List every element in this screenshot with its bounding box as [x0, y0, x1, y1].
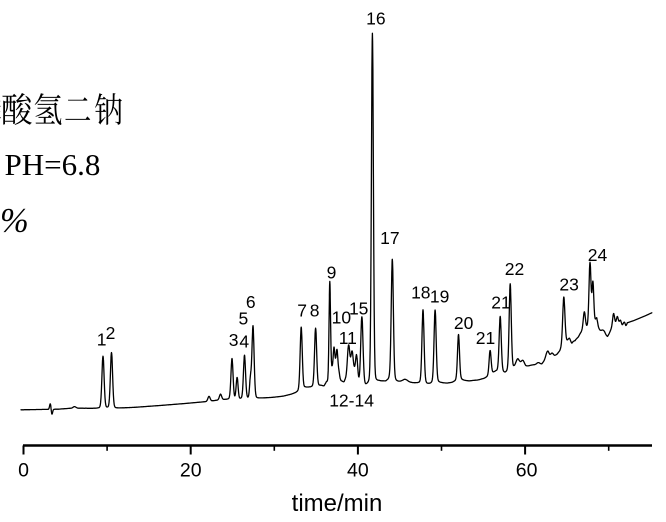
svg-text:%: %	[0, 202, 29, 240]
svg-text:60: 60	[516, 460, 538, 482]
svg-text:18: 18	[411, 282, 430, 302]
svg-text:15: 15	[349, 299, 368, 319]
svg-text:2: 2	[106, 323, 116, 343]
svg-text:12-14: 12-14	[329, 391, 374, 411]
svg-text:19: 19	[430, 287, 449, 307]
svg-text:40: 40	[347, 460, 369, 482]
svg-text:21: 21	[491, 293, 510, 313]
svg-text:20: 20	[180, 460, 202, 482]
svg-text:17: 17	[380, 228, 399, 248]
svg-text:10: 10	[332, 308, 352, 328]
svg-text:22: 22	[505, 259, 524, 279]
svg-text:5: 5	[239, 309, 249, 329]
svg-text:21: 21	[476, 328, 495, 348]
svg-text:9: 9	[327, 263, 337, 283]
svg-text:7: 7	[297, 301, 307, 321]
svg-text:24: 24	[588, 245, 608, 265]
svg-text:8: 8	[310, 301, 320, 321]
svg-text:3: 3	[229, 330, 239, 350]
svg-text:23: 23	[559, 275, 578, 295]
svg-text:0: 0	[18, 460, 29, 482]
svg-text:time/min: time/min	[292, 490, 383, 517]
svg-text:16: 16	[366, 8, 385, 28]
svg-text:20: 20	[454, 313, 474, 333]
svg-text:4: 4	[239, 332, 249, 352]
svg-text:11: 11	[339, 328, 357, 348]
svg-text:PH=6.8: PH=6.8	[5, 147, 101, 182]
svg-text:6: 6	[246, 292, 256, 312]
svg-text:1: 1	[97, 330, 107, 350]
